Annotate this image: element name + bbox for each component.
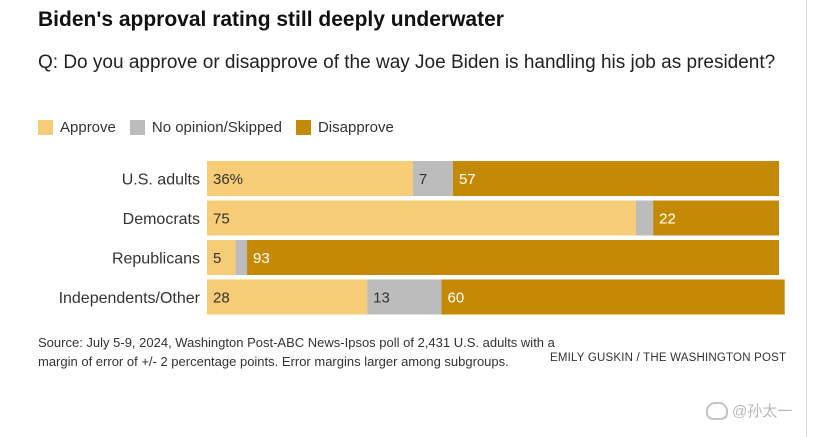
legend-label-no-opinion: No opinion/Skipped: [151, 118, 282, 136]
bar-democrats-no-opinion-skipped: [636, 200, 654, 236]
legend-label-disapprove: Disapprove: [317, 118, 394, 136]
bar-u-s-adults-no-opinion-skipped: [412, 161, 453, 196]
stacked-bar-chart: U.S. adults 36% 7 57 Democrats 75 22 Republican…: [59, 161, 785, 315]
legend-item-disapprove: Disapprove: [295, 118, 394, 136]
data-label-independents-other-no-opinion-skipped: 13: [373, 290, 390, 307]
data-label-republicans-disapprove: 93: [253, 250, 270, 267]
credit-line: EMILY GUSKIN / THE WASHINGTON POST: [550, 352, 787, 364]
watermark-text: @孙太一: [732, 403, 793, 420]
bar-u-s-adults-approve: [207, 161, 413, 196]
watermark: @孙太一: [706, 400, 792, 421]
data-label-u-s-adults-no-opinion-skipped: 7: [419, 171, 427, 188]
data-label-u-s-adults-disapprove: 57: [459, 171, 476, 188]
bar-republicans-approve: [207, 240, 236, 275]
data-label-independents-other-disapprove: 60: [448, 290, 465, 307]
bar-independents-other-disapprove: [441, 279, 785, 315]
category-label-independents-other: Independents/Other: [59, 290, 201, 307]
bar-democrats-approve: [207, 200, 636, 236]
data-label-democrats-disapprove: 22: [659, 211, 676, 228]
weibo-icon: [706, 401, 728, 420]
legend-swatch-approve: [38, 119, 53, 135]
category-label-republicans: Republicans: [112, 251, 200, 268]
legend-label-approve: Approve: [60, 118, 116, 136]
data-label-independents-other-approve: 28: [213, 290, 230, 307]
data-label-democrats-approve: 75: [213, 211, 230, 228]
bar-independents-other-approve: [207, 279, 368, 315]
data-label-republicans-approve: 5: [213, 250, 221, 267]
source-note: Source: July 5-9, 2024, Washington Post-…: [38, 335, 555, 369]
bar-republicans-no-opinion-skipped: [235, 240, 248, 275]
bar-independents-other-no-opinion-skipped: [367, 279, 442, 315]
bar-republicans-disapprove: [247, 240, 780, 275]
category-label-democrats: Democrats: [123, 211, 200, 228]
category-label-u-s-adults: U.S. adults: [122, 172, 200, 189]
legend-swatch-no-opinion: [129, 119, 145, 135]
legend-item-no-opinion: No opinion/Skipped: [129, 118, 282, 136]
data-label-u-s-adults-approve: 36%: [213, 171, 243, 188]
bar-democrats-disapprove: [653, 200, 779, 236]
chart-subtitle: Q: Do you approve or disapprove of the w…: [38, 52, 776, 73]
chart-title: Biden's approval rating still deeply und…: [38, 8, 504, 31]
legend-item-approve: Approve: [38, 119, 116, 136]
legend-swatch-disapprove: [295, 119, 311, 135]
bar-u-s-adults-disapprove: [452, 161, 779, 196]
legend: Approve No opinion/Skipped Disapprove: [38, 117, 408, 137]
